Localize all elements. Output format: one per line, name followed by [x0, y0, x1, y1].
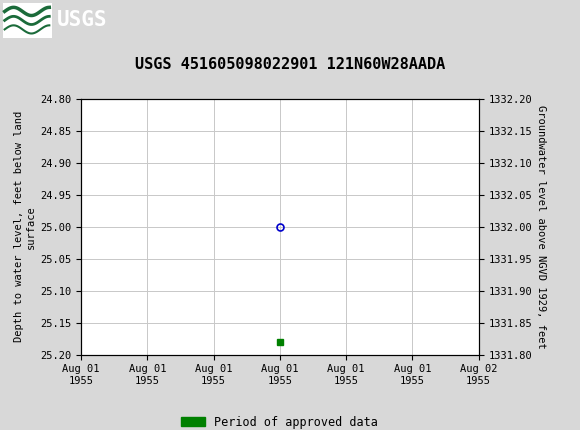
- Text: USGS 451605098022901 121N60W28AADA: USGS 451605098022901 121N60W28AADA: [135, 57, 445, 72]
- Y-axis label: Depth to water level, feet below land
surface: Depth to water level, feet below land su…: [14, 111, 36, 342]
- Bar: [3, 3, 52, 37]
- Text: USGS: USGS: [57, 10, 107, 31]
- Y-axis label: Groundwater level above NGVD 1929, feet: Groundwater level above NGVD 1929, feet: [536, 105, 546, 349]
- Legend: Period of approved data: Period of approved data: [177, 411, 383, 430]
